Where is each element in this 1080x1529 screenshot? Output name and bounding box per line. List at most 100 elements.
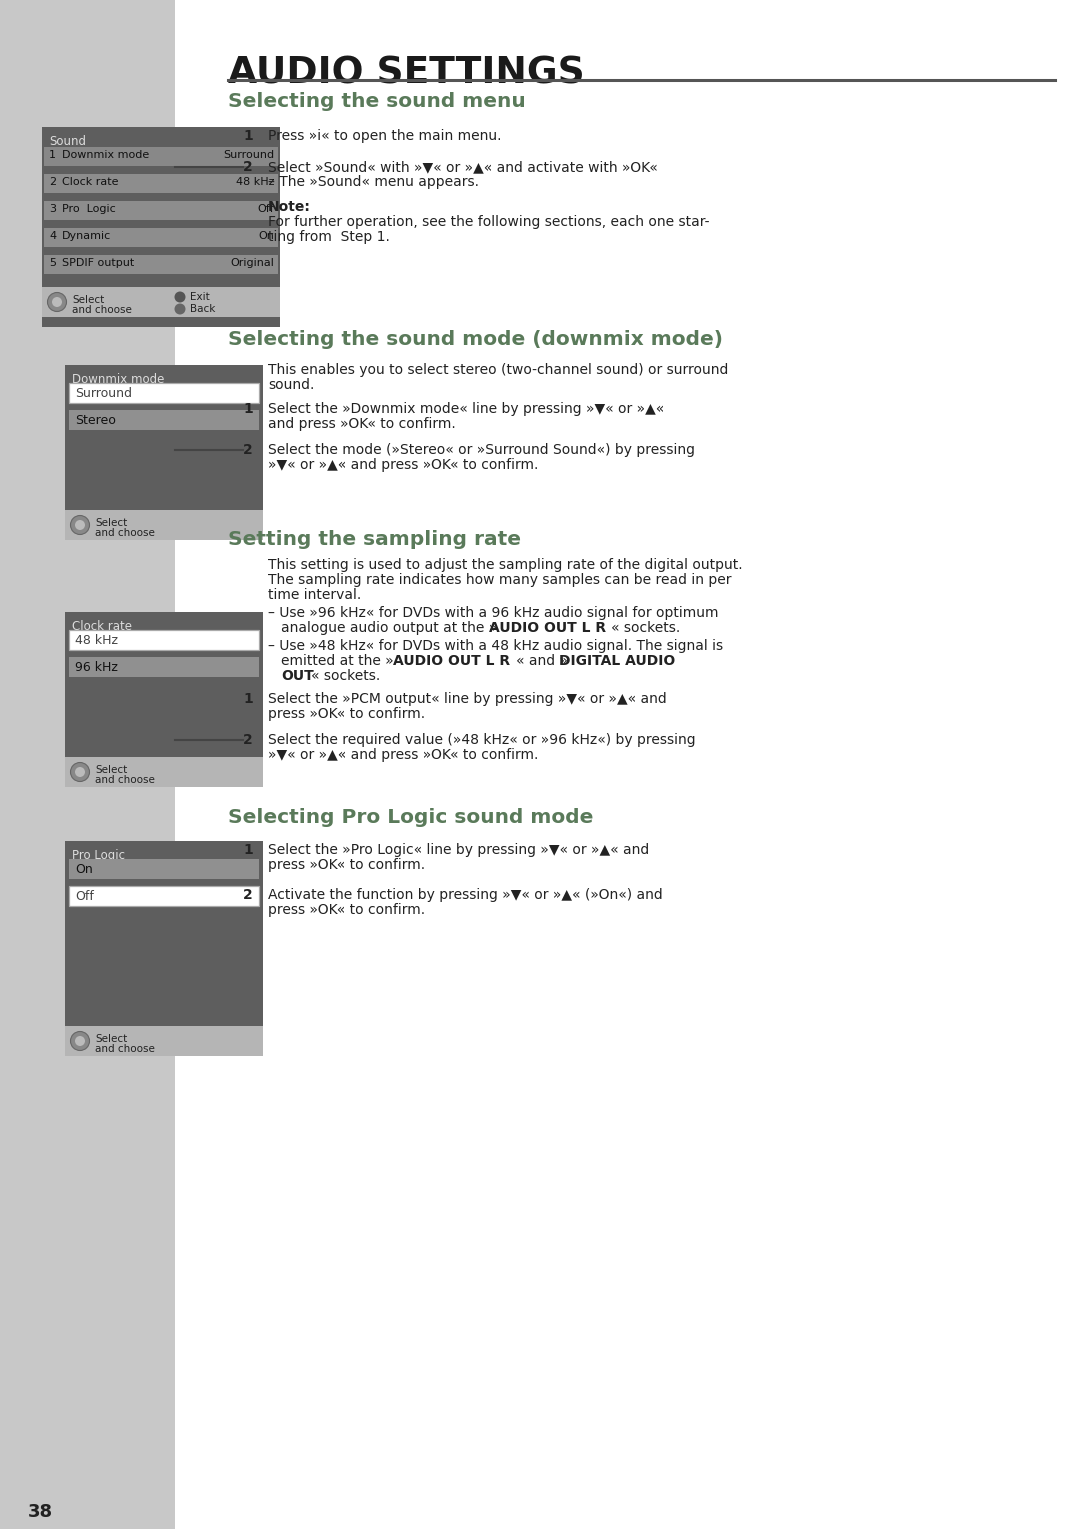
Bar (69, 382, 259, 404)
Text: – Use »48 kHz« for DVDs with a 48 kHz audio signal. The signal is: – Use »48 kHz« for DVDs with a 48 kHz au… (268, 639, 724, 653)
Text: Select: Select (95, 518, 127, 528)
Text: Selecting the sound mode (downmix mode): Selecting the sound mode (downmix mode) (228, 330, 723, 349)
Text: Off: Off (257, 203, 274, 214)
Bar (42, 287, 280, 317)
Text: Activate the function by pressing »▼« or »▲« (»On«) and: Activate the function by pressing »▼« or… (268, 888, 663, 902)
Text: Select: Select (72, 295, 105, 304)
Text: Clock rate: Clock rate (62, 177, 119, 187)
Text: This enables you to select stereo (two-channel sound) or surround: This enables you to select stereo (two-c… (268, 362, 728, 378)
Text: Select: Select (95, 1034, 127, 1044)
Text: Dynamic: Dynamic (62, 231, 111, 242)
Text: Select the »PCM output« line by pressing »▼« or »▲« and: Select the »PCM output« line by pressing… (268, 693, 666, 706)
Text: 48 kHz: 48 kHz (235, 177, 274, 187)
Text: 1: 1 (243, 842, 253, 856)
Text: press »OK« to confirm.: press »OK« to confirm. (268, 706, 426, 722)
Bar (0, 0, 175, 1529)
Text: – The »Sound« menu appears.: – The »Sound« menu appears. (268, 174, 480, 190)
Bar (44, 228, 278, 248)
Bar (65, 365, 264, 540)
Circle shape (75, 520, 85, 531)
Text: and choose: and choose (95, 1044, 154, 1053)
Text: and choose: and choose (72, 304, 132, 315)
Text: Original: Original (230, 258, 274, 268)
Text: This setting is used to adjust the sampling rate of the digital output.: This setting is used to adjust the sampl… (268, 558, 743, 572)
Text: Selecting the sound menu: Selecting the sound menu (228, 92, 526, 112)
Bar (44, 147, 278, 167)
Text: 1: 1 (243, 402, 253, 416)
Text: Select »Sound« with »▼« or »▲« and activate with »OK«: Select »Sound« with »▼« or »▲« and activ… (268, 161, 658, 174)
Text: 4: 4 (49, 231, 56, 242)
Text: SPDIF output: SPDIF output (62, 258, 134, 268)
Text: 96 kHz: 96 kHz (75, 661, 118, 674)
Text: and choose: and choose (95, 775, 154, 784)
Text: Surround: Surround (222, 150, 274, 161)
Text: 2: 2 (243, 161, 253, 174)
Text: 1: 1 (243, 693, 253, 706)
Circle shape (175, 292, 186, 303)
Circle shape (75, 768, 85, 777)
Text: »▼« or »▲« and press »OK« to confirm.: »▼« or »▲« and press »OK« to confirm. (268, 748, 538, 761)
Text: Select the mode (»Stereo« or »Surround Sound«) by pressing: Select the mode (»Stereo« or »Surround S… (268, 443, 696, 457)
Circle shape (70, 763, 90, 781)
Circle shape (75, 1037, 85, 1046)
Circle shape (48, 292, 67, 312)
Text: 2: 2 (243, 443, 253, 457)
Text: Pro  Logic: Pro Logic (62, 203, 116, 214)
Text: On: On (75, 862, 93, 876)
Bar (69, 630, 259, 650)
Bar (42, 127, 280, 327)
Text: 3: 3 (49, 203, 56, 214)
Text: Press »i« to open the main menu.: Press »i« to open the main menu. (268, 128, 501, 144)
Bar (175, 0, 1080, 1529)
Text: Setting the sampling rate: Setting the sampling rate (228, 531, 521, 549)
Text: AUDIO OUT L R: AUDIO OUT L R (489, 621, 606, 635)
Text: DIGITAL AUDIO: DIGITAL AUDIO (559, 654, 675, 668)
Text: 5: 5 (49, 258, 56, 268)
Text: emitted at the »: emitted at the » (281, 654, 394, 668)
Bar (65, 612, 264, 787)
Bar (65, 841, 264, 1057)
Text: press »OK« to confirm.: press »OK« to confirm. (268, 904, 426, 917)
Text: Note:: Note: (268, 200, 311, 214)
Text: « and »: « and » (516, 654, 568, 668)
Text: ting from  Step 1.: ting from Step 1. (268, 229, 390, 245)
Text: Select the »Pro Logic« line by pressing »▼« or »▲« and: Select the »Pro Logic« line by pressing … (268, 842, 649, 856)
Text: The sampling rate indicates how many samples can be read in per: The sampling rate indicates how many sam… (268, 573, 731, 587)
Text: press »OK« to confirm.: press »OK« to confirm. (268, 858, 426, 872)
Text: Pro Logic: Pro Logic (72, 849, 125, 862)
Text: Select the required value (»48 kHz« or »96 kHz«) by pressing: Select the required value (»48 kHz« or »… (268, 732, 696, 748)
Text: and choose: and choose (95, 528, 154, 538)
Text: 2: 2 (243, 732, 253, 748)
Text: – Use »96 kHz« for DVDs with a 96 kHz audio signal for optimum: – Use »96 kHz« for DVDs with a 96 kHz au… (268, 605, 718, 619)
Text: Stereo: Stereo (75, 414, 116, 427)
Circle shape (175, 303, 186, 315)
Text: Downmix mode: Downmix mode (62, 150, 149, 161)
Bar (65, 757, 264, 787)
Bar (69, 859, 259, 879)
Text: « sockets.: « sockets. (311, 670, 380, 683)
Text: OUT: OUT (281, 670, 314, 683)
Text: Clock rate: Clock rate (72, 619, 132, 633)
Text: AUDIO OUT L R: AUDIO OUT L R (393, 654, 510, 668)
Text: For further operation, see the following sections, each one star-: For further operation, see the following… (268, 216, 710, 229)
Text: AUDIO SETTINGS: AUDIO SETTINGS (228, 55, 584, 92)
Bar (65, 511, 264, 540)
Text: analogue audio output at the »: analogue audio output at the » (281, 621, 497, 635)
Text: Select: Select (95, 764, 127, 775)
Text: Downmix mode: Downmix mode (72, 373, 164, 385)
Text: 1: 1 (49, 150, 56, 161)
Circle shape (70, 1032, 90, 1050)
Text: Exit: Exit (190, 292, 210, 303)
Bar (65, 1026, 264, 1057)
Text: Select the »Downmix mode« line by pressing »▼« or »▲«: Select the »Downmix mode« line by pressi… (268, 402, 664, 416)
Text: 38: 38 (28, 1503, 53, 1521)
Text: « sockets.: « sockets. (611, 621, 680, 635)
Text: 2: 2 (243, 888, 253, 902)
Text: Sound: Sound (49, 135, 86, 148)
Text: and press »OK« to confirm.: and press »OK« to confirm. (268, 417, 456, 431)
Text: sound.: sound. (268, 378, 314, 391)
Text: time interval.: time interval. (268, 589, 361, 602)
Bar (69, 657, 259, 677)
Circle shape (70, 515, 90, 535)
Bar (69, 885, 259, 907)
